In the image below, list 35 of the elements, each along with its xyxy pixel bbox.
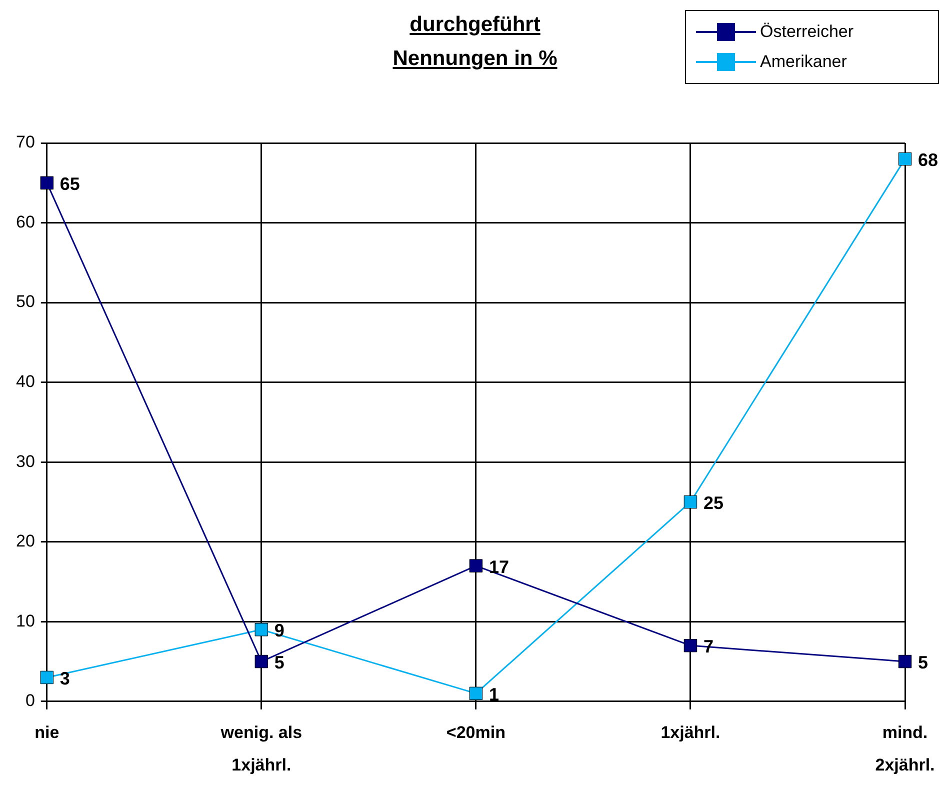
point [254,654,268,668]
y-tick-label: 10 [16,611,35,630]
point [40,670,54,684]
point [684,495,698,509]
y-tick-label: 50 [16,292,35,312]
data-label: 3 [60,668,70,688]
point [898,654,912,668]
x-tick-label: mind. 2xjährl. [875,723,935,775]
point [254,622,268,636]
point [469,559,483,572]
y-tick-label: 20 [16,532,35,551]
point [684,638,698,652]
point [469,686,483,700]
chart-subtitle: Nennungen in % [392,46,558,72]
point [898,152,912,166]
x-tick-label: 1xjährl. [660,723,720,742]
x-tick-label: <20min [446,723,506,742]
data-label: 5 [274,652,284,672]
y-tick-label: 70 [16,132,35,152]
x-tick-label: nie [34,723,60,742]
point [40,176,54,190]
chart-title: durchgeführt [408,12,542,38]
data-label: 65 [60,174,80,194]
data-label: 68 [918,150,938,170]
y-tick-label: 60 [16,212,35,232]
data-label: 17 [488,556,509,577]
data-label: 25 [703,492,724,513]
x-tick-label: wenig. als 1xjährl. [220,723,302,775]
data-label: 1 [488,684,499,704]
legend-label: Österreicher [760,22,854,42]
data-label: 5 [918,652,928,672]
y-tick-label: 30 [16,452,35,471]
y-tick-label: 0 [25,691,35,710]
legend-label: Amerikaner [760,52,847,72]
y-tick-label: 40 [16,372,35,391]
